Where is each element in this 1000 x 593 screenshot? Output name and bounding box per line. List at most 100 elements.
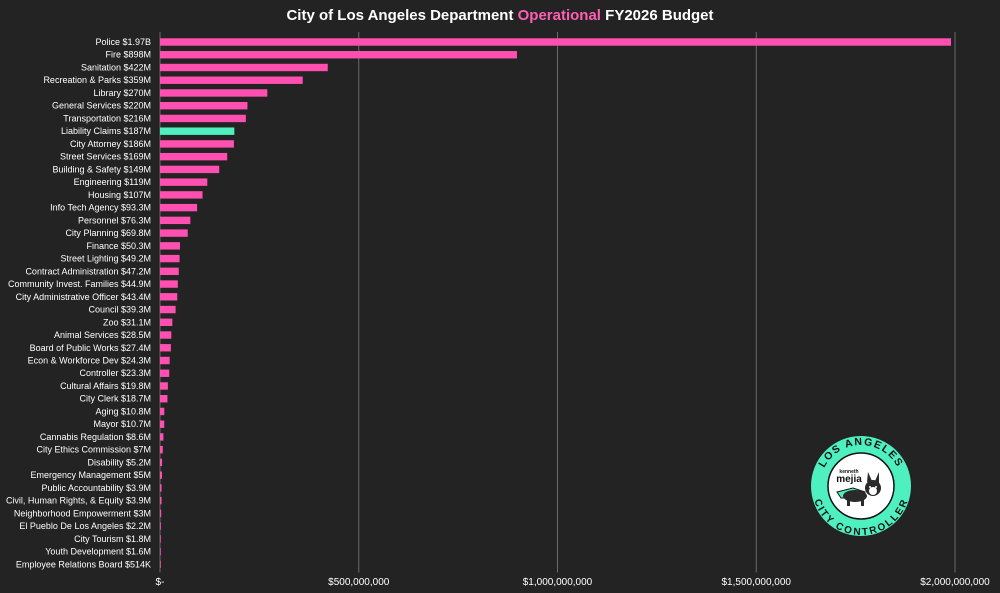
category-label: Finance $50.3M [86, 241, 151, 251]
bar [160, 420, 165, 428]
bar [160, 102, 248, 110]
bar [160, 471, 162, 479]
category-label: Building & Safety $149M [52, 164, 151, 174]
bar [160, 38, 952, 46]
bar [160, 114, 246, 123]
category-label: Street Services $169M [60, 152, 151, 162]
category-label: Zoo $31.1M [103, 317, 151, 327]
category-label: Econ & Workforce Dev $24.3M [28, 356, 151, 366]
category-label: Liability Claims $187M [61, 126, 151, 136]
bar [160, 293, 178, 301]
chart-title: City of Los Angeles Department Operation… [0, 7, 1000, 24]
bar [160, 458, 163, 467]
bar [160, 127, 235, 135]
x-tick-label: $1,000,000,000 [523, 577, 593, 588]
category-label: City Clerk $18.7M [79, 394, 151, 404]
bar [160, 407, 165, 416]
category-label: City Ethics Commission $7M [36, 445, 151, 455]
category-label: Recreation & Parks $359M [43, 75, 151, 85]
category-label: Community Invest. Families $44.9M [8, 279, 151, 289]
x-tick-label: $1,500,000,000 [721, 577, 791, 588]
category-label: El Pueblo De Los Angeles $2.2M [19, 521, 151, 531]
category-label: City Administrative Officer $43.4M [16, 292, 151, 302]
bar [160, 560, 161, 569]
corgi-dog-icon [836, 472, 881, 506]
category-label: Housing $107M [88, 190, 151, 200]
category-label: Controller $23.3M [79, 368, 151, 378]
category-label: Animal Services $28.5M [54, 330, 151, 340]
bar [160, 76, 303, 84]
category-label: Street Lighting $49.2M [60, 254, 151, 264]
x-axis-ticks: $- $500,000,000 $1,000,000,000 $1,500,000,0… [156, 577, 991, 588]
bar [160, 140, 234, 148]
bar [160, 203, 198, 212]
bar [160, 496, 162, 505]
bar [160, 433, 164, 441]
bar [160, 382, 168, 390]
category-label: Library $270M [93, 88, 151, 98]
title-part-1: City of Los Angeles Department [286, 7, 518, 24]
bar [160, 305, 176, 314]
category-label: General Services $220M [52, 101, 151, 111]
bar [160, 89, 268, 97]
title-highlight: Operational [517, 7, 601, 24]
category-label: City Planning $69.8M [65, 228, 151, 238]
bar [160, 242, 180, 250]
bar [160, 280, 178, 288]
category-label: Neighborhood Empowerment $3M [14, 508, 151, 518]
bar [160, 191, 203, 199]
category-label: Disability $5.2M [87, 457, 151, 467]
category-label: Aging $10.8M [95, 406, 151, 416]
category-labels: Police $1.97B Fire $898M Sanitation $422M R… [6, 37, 151, 569]
category-label: Cannabis Regulation $8.6M [40, 432, 151, 442]
category-label: Police $1.97B [95, 37, 151, 47]
bar [160, 178, 208, 186]
category-label: Council $39.3M [88, 305, 151, 315]
category-label: Contract Administration $47.2M [25, 266, 151, 276]
category-label: Fire $898M [105, 50, 151, 60]
bar [160, 165, 220, 174]
x-tick-label: $- [156, 577, 165, 588]
bar [160, 267, 179, 276]
x-tick-label: $2,000,000,000 [920, 577, 990, 588]
title-part-2: FY2026 Budget [600, 7, 714, 24]
bar [160, 509, 162, 518]
logo-name-text: mejia [836, 474, 862, 485]
bar [160, 369, 170, 377]
category-label: Engineering $119M [74, 177, 151, 187]
logo-small-text: kenneth [839, 469, 858, 475]
category-label: Cultural Affairs $19.8M [60, 381, 151, 391]
category-label: Emergency Management $5M [30, 470, 151, 480]
category-label: Public Accountability $3.9M [41, 483, 151, 493]
bar [160, 152, 228, 161]
bar [160, 535, 161, 543]
category-label: Board of Public Works $27.4M [30, 343, 151, 353]
bar [160, 445, 163, 454]
category-label: Info Tech Agency $93.3M [50, 203, 151, 213]
category-label: Employee Relations Board $514K [16, 559, 151, 569]
bar [160, 318, 173, 326]
category-label: City Attorney $186M [70, 139, 151, 149]
category-label: Sanitation $422M [81, 62, 151, 72]
bar [160, 547, 161, 556]
bar [160, 51, 517, 59]
bar [160, 522, 161, 530]
bar [160, 229, 188, 237]
category-label: Personnel $76.3M [78, 215, 151, 225]
category-label: Mayor $10.7M [93, 419, 151, 429]
bar [160, 254, 180, 263]
bars [160, 38, 952, 569]
category-label: Transportation $216M [63, 113, 151, 123]
bar [160, 63, 328, 72]
bar [160, 344, 171, 352]
category-label: Youth Development $1.6M [45, 547, 151, 557]
controller-logo: LOS ANGELES CITY CONTROLLER kenneth meji… [809, 434, 913, 539]
bar [160, 484, 162, 492]
logo-inner-disc [827, 452, 895, 520]
x-tick-label: $500,000,000 [328, 577, 390, 588]
category-label: City Tourism $1.8M [74, 534, 151, 544]
bar [160, 356, 170, 365]
bar [160, 395, 168, 403]
